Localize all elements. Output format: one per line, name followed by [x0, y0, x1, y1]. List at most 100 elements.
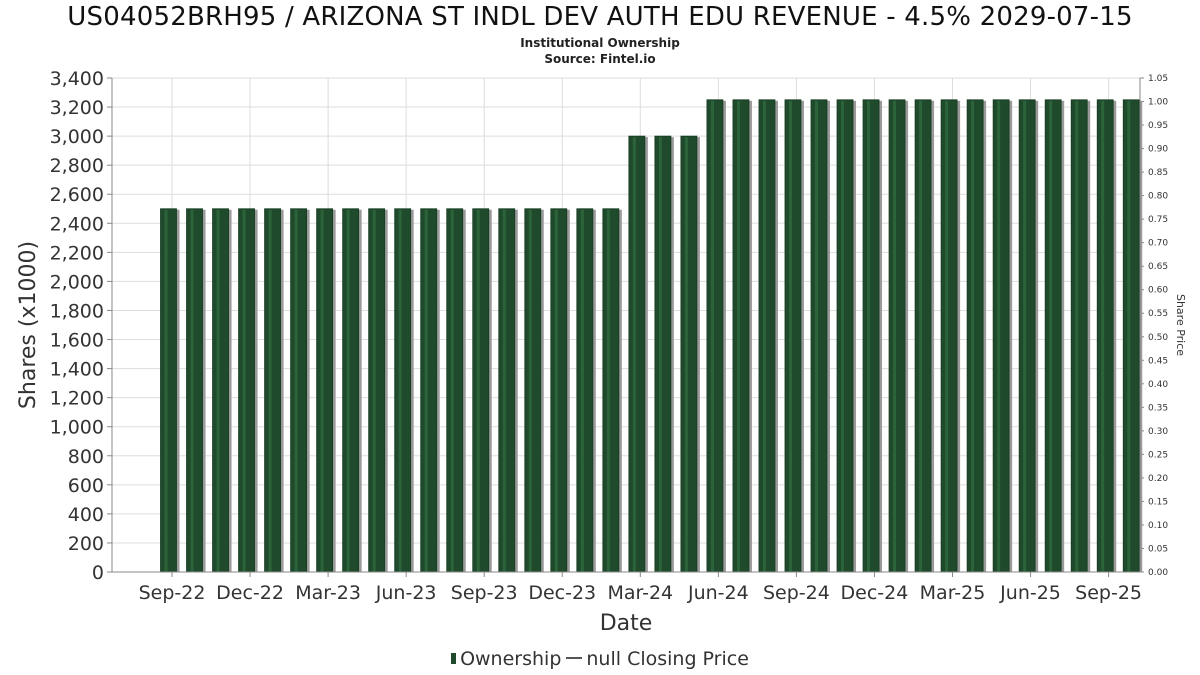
ownership-bar [1096, 99, 1114, 573]
y2-tick-label: 0.85 [1148, 168, 1168, 178]
closing-price-legend-swatch [566, 657, 583, 659]
y2-tick-label: 1.00 [1148, 98, 1168, 108]
x-tick-label: Sep-24 [763, 582, 830, 604]
closing-price-legend-label: null Closing Price [586, 648, 749, 670]
y-tick-label: 3,000 [50, 126, 104, 148]
ownership-bar [186, 208, 203, 573]
bar-highlight [762, 100, 766, 572]
chart-legend: Ownership null Closing Price [0, 648, 1200, 670]
bar-highlight [216, 209, 220, 572]
bar-highlight [736, 100, 740, 572]
y2-tick-label: 0.60 [1148, 286, 1168, 296]
y2-tick-label: 0.05 [1148, 544, 1168, 554]
bar-highlight [710, 100, 714, 572]
ownership-bar [628, 135, 646, 573]
bar-highlight [294, 209, 298, 572]
y-tick-label: 2,800 [50, 155, 104, 177]
ownership-bar [1070, 99, 1088, 573]
ownership-bar [602, 208, 620, 573]
ownership-bar [758, 99, 776, 573]
bar-highlight [580, 209, 584, 572]
ownership-bar [368, 208, 386, 573]
y2-tick-label: 0.25 [1148, 450, 1168, 460]
ownership-bar [290, 208, 308, 573]
y2-tick-label: 0.45 [1148, 356, 1168, 366]
bar-highlight [1049, 100, 1053, 572]
ownership-bar [160, 208, 177, 573]
y2-tick-label: 0.50 [1148, 333, 1168, 343]
ownership-bar [524, 208, 542, 573]
x-tick-label: Dec-22 [216, 582, 284, 604]
bar-highlight [476, 209, 480, 572]
bar-highlight [606, 209, 610, 572]
y-tick-label: 3,400 [50, 68, 104, 90]
ownership-bar [264, 208, 281, 573]
y2-tick-label: 0.15 [1148, 497, 1168, 507]
x-axis-title: Date [600, 611, 653, 636]
ownership-bar [446, 208, 464, 573]
y-tick-label: 2,600 [50, 184, 104, 206]
bar-highlight [919, 100, 923, 572]
x-tick-label: Dec-23 [528, 582, 596, 604]
y2-tick-label: 0.95 [1148, 121, 1168, 131]
bar-highlight [346, 209, 350, 572]
y-tick-label: 1,400 [50, 359, 104, 381]
bar-highlight [268, 209, 272, 572]
bar-highlight [997, 100, 1001, 572]
y2-tick-label: 0.90 [1148, 145, 1168, 155]
ownership-bar [784, 99, 802, 573]
bar-highlight [945, 100, 949, 572]
y-tick-label: 1,800 [50, 300, 104, 322]
bar-highlight [528, 209, 532, 572]
x-tick-label: Sep-23 [451, 582, 518, 604]
y2-tick-label: 0.70 [1148, 239, 1168, 249]
bar-highlight [424, 209, 428, 572]
x-tick-label: Mar-23 [295, 582, 361, 604]
ownership-bar [1018, 99, 1036, 573]
y2-tick-label: 0.75 [1148, 215, 1168, 225]
y-tick-label: 1,000 [50, 417, 104, 439]
y-tick-label: 1,600 [50, 330, 104, 352]
ownership-bar [1122, 99, 1140, 573]
ownership-bar [966, 99, 984, 573]
y-tick-label: 3,200 [50, 97, 104, 119]
ownership-bar [732, 99, 750, 573]
ownership-bar [238, 208, 255, 573]
y-tick-label: 1,200 [50, 388, 104, 410]
bar-highlight [788, 100, 792, 572]
y2-tick-label: 0.80 [1148, 192, 1168, 202]
y-tick-label: 400 [68, 504, 104, 526]
y2-tick-label: 0.00 [1148, 568, 1168, 578]
x-tick-label: Dec-24 [841, 582, 909, 604]
bar-highlight [450, 209, 454, 572]
x-tick-label: Sep-22 [139, 582, 206, 604]
ownership-bar [498, 208, 516, 573]
ownership-bar [576, 208, 594, 573]
ownership-bar [914, 99, 932, 573]
bar-highlight [971, 100, 975, 572]
y2-axis-title: Share Price [1174, 294, 1187, 356]
bar-highlight [398, 209, 402, 572]
bar-highlight [164, 209, 168, 572]
ownership-bar [420, 208, 438, 573]
bar-highlight [1127, 100, 1131, 572]
ownership-bar [862, 99, 880, 573]
y-tick-label: 600 [68, 475, 104, 497]
y2-tick-label: 0.35 [1148, 403, 1168, 413]
x-tick-label: Mar-25 [920, 582, 986, 604]
ownership-bar [654, 135, 672, 573]
ownership-bar [888, 99, 906, 573]
chart-source: Source: Fintel.io [544, 52, 656, 66]
ownership-bar [680, 135, 698, 573]
y2-tick-label: 0.65 [1148, 262, 1168, 272]
y2-tick-label: 0.10 [1148, 521, 1168, 531]
y-tick-label: 800 [68, 446, 104, 468]
bar-highlight [190, 209, 194, 572]
y-tick-label: 2,200 [50, 242, 104, 264]
bar-highlight [658, 137, 662, 572]
ownership-bar [316, 208, 334, 573]
bar-highlight [1101, 100, 1105, 572]
ownership-bar [706, 99, 724, 573]
y-axis-title: Shares (x1000) [16, 241, 41, 409]
